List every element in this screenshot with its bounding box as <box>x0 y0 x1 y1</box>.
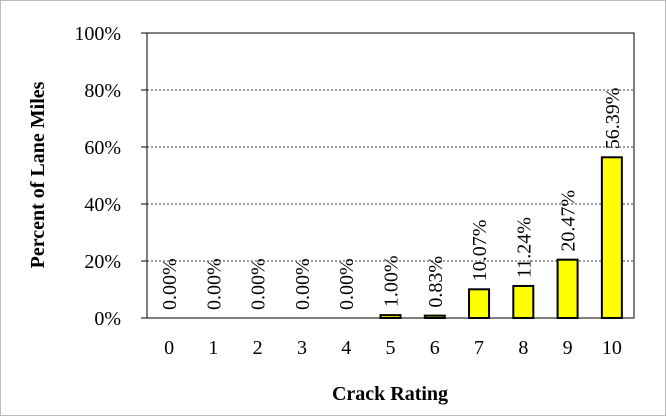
data-label: 0.00% <box>203 258 225 310</box>
data-label: 20.47% <box>558 190 580 252</box>
x-tick-label: 9 <box>563 337 573 359</box>
x-tick-label: 4 <box>341 337 351 359</box>
y-tick-label: 60% <box>84 137 121 159</box>
y-tick-label: 0% <box>94 308 121 330</box>
bar <box>468 288 491 320</box>
bar <box>423 314 446 319</box>
x-tick-label: 3 <box>297 337 307 359</box>
y-tick-label: 80% <box>84 80 121 102</box>
x-tick-label: 2 <box>253 337 263 359</box>
bar <box>512 284 535 320</box>
x-tick-label: 6 <box>430 337 440 359</box>
y-tick-label: 40% <box>84 194 121 216</box>
data-label: 0.00% <box>336 258 358 310</box>
x-axis-label: Crack Rating <box>332 383 448 405</box>
y-tick-label: 20% <box>84 251 121 273</box>
data-label: 0.00% <box>292 258 314 310</box>
data-label: 56.39% <box>602 88 624 150</box>
data-label: 11.24% <box>513 217 535 278</box>
x-tick-label: 5 <box>386 337 396 359</box>
data-label: 0.00% <box>248 258 270 310</box>
data-label: 0.00% <box>159 258 181 310</box>
x-tick-label: 10 <box>602 337 622 359</box>
data-label: 10.07% <box>469 220 491 282</box>
bar <box>600 156 623 319</box>
data-label: 0.83% <box>425 256 447 308</box>
x-tick-label: 7 <box>474 337 484 359</box>
bar <box>556 258 579 319</box>
y-axis-label: Percent of Lane Miles <box>27 81 49 268</box>
x-tick-label: 1 <box>208 337 218 359</box>
bar <box>379 314 402 319</box>
x-tick-label: 0 <box>164 337 174 359</box>
data-label: 1.00% <box>381 255 403 307</box>
x-tick-label: 8 <box>518 337 528 359</box>
y-tick-label: 100% <box>74 23 121 45</box>
